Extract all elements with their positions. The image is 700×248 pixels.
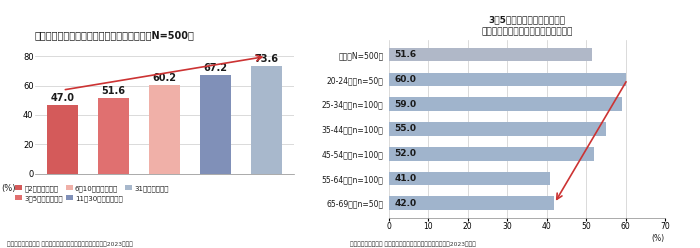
Bar xyxy=(389,172,550,185)
Text: 42.0: 42.0 xyxy=(394,199,416,208)
Bar xyxy=(389,147,594,160)
Text: 67.2: 67.2 xyxy=(204,63,228,73)
Text: (%): (%) xyxy=(1,184,16,193)
Text: 47.0: 47.0 xyxy=(50,93,75,102)
Bar xyxy=(389,122,606,136)
Bar xyxy=(251,66,282,174)
Text: 積水ハウス株式会社 住生活研究所「自宅における防犯調査（2023年）」: 積水ハウス株式会社 住生活研究所「自宅における防犯調査（2023年）」 xyxy=(350,241,476,247)
Title: 3～5分程度の外出時において
すべての戸締りをする割合　年齢比較: 3～5分程度の外出時において すべての戸締りをする割合 年齢比較 xyxy=(481,15,573,36)
Text: (%): (%) xyxy=(652,234,665,243)
Text: 52.0: 52.0 xyxy=(394,149,416,158)
Text: 51.6: 51.6 xyxy=(102,86,125,96)
Text: 41.0: 41.0 xyxy=(394,174,416,183)
Text: 外出時間ごとのすべての戸締りをする割合（N=500）: 外出時間ごとのすべての戸締りをする割合（N=500） xyxy=(35,30,195,40)
Bar xyxy=(389,73,626,86)
Legend: ～2分程度の外出, 3～5分程度の外出, 6～10分程度の外出, 11～30分程度の外出, 31分以上の外出: ～2分程度の外出, 3～5分程度の外出, 6～10分程度の外出, 11～30分程… xyxy=(13,182,172,205)
Text: 59.0: 59.0 xyxy=(394,100,416,109)
Text: 60.2: 60.2 xyxy=(153,73,176,83)
Bar xyxy=(389,97,622,111)
Text: 73.6: 73.6 xyxy=(254,54,279,63)
Bar xyxy=(389,196,554,210)
Text: 積水ハウス株式会社 住生活研究所「自宅における防犯調査（2023年）」: 積水ハウス株式会社 住生活研究所「自宅における防犯調査（2023年）」 xyxy=(7,241,133,247)
Bar xyxy=(389,48,592,62)
Text: 51.6: 51.6 xyxy=(394,50,416,59)
Bar xyxy=(47,105,78,174)
Bar xyxy=(199,75,231,174)
Text: 55.0: 55.0 xyxy=(394,124,416,133)
Bar xyxy=(148,85,181,174)
Text: 60.0: 60.0 xyxy=(394,75,416,84)
Bar xyxy=(98,98,130,174)
